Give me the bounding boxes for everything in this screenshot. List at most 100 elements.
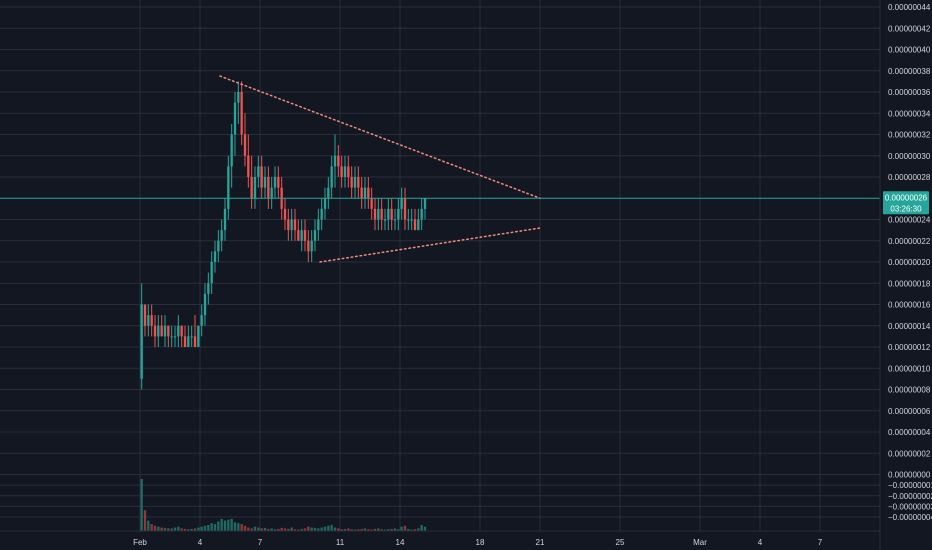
- volume-bar: [350, 529, 353, 531]
- volume-bar: [187, 529, 190, 531]
- price-badge-background: [883, 191, 929, 215]
- volume-bar: [370, 529, 373, 531]
- candle-body: [367, 187, 370, 199]
- volume-bar: [360, 528, 363, 531]
- time-tick-label: 25: [616, 538, 625, 547]
- volume-bar: [260, 528, 263, 531]
- candle-body: [270, 187, 273, 199]
- volume-bar: [147, 520, 150, 531]
- volume-bar: [343, 528, 347, 531]
- candle-body: [407, 219, 410, 221]
- candle-body: [140, 304, 143, 379]
- candle-body: [173, 336, 177, 338]
- trendline: [319, 227, 541, 263]
- candle-body: [193, 336, 197, 347]
- candle-body: [160, 325, 163, 337]
- price-tick-label: 0.00000024: [888, 216, 931, 225]
- price-tick-label: 0.00000002: [888, 449, 931, 458]
- candle-body: [167, 325, 170, 337]
- candle-body: [230, 134, 233, 167]
- volume-bar: [180, 528, 183, 531]
- time-tick-label: 7: [818, 538, 823, 547]
- volume-bar: [183, 528, 187, 531]
- candle-body: [250, 177, 253, 199]
- candle-body: [147, 315, 150, 326]
- candle-body: [420, 208, 423, 220]
- candle-body: [277, 177, 280, 188]
- volume-bar: [310, 527, 313, 531]
- price-tick-label: 0.00000042: [888, 24, 931, 33]
- volume-bar: [337, 528, 340, 531]
- candle-body: [217, 240, 220, 252]
- volume-bar: [283, 528, 287, 531]
- price-tick-label: −0.00000001: [888, 481, 932, 490]
- price-tick-label: −0.00000002: [888, 492, 932, 501]
- candle-body: [203, 293, 207, 316]
- time-tick-label: 11: [336, 538, 345, 547]
- volume-bar: [320, 527, 323, 531]
- candle-body: [413, 219, 417, 231]
- volume-bar: [330, 524, 333, 531]
- candle-body: [410, 219, 413, 221]
- volume-bar: [197, 527, 200, 531]
- candle-body: [377, 208, 380, 220]
- volume-bar: [400, 526, 403, 531]
- volume-bar: [317, 528, 320, 531]
- volume-bar: [353, 529, 357, 531]
- candle-body: [150, 315, 153, 326]
- volume-bar: [313, 527, 317, 531]
- time-tick-label: 18: [476, 538, 485, 547]
- volume-bar: [410, 529, 413, 531]
- price-axis[interactable]: 0.00000044 0.00000042 0.00000040 0.00000038…: [888, 3, 932, 522]
- volume-bar: [240, 524, 243, 531]
- volume-bar: [383, 529, 387, 531]
- volume-bar: [217, 521, 220, 531]
- volume-bar: [173, 527, 177, 531]
- volume-bar: [323, 526, 327, 531]
- volume-bar: [393, 528, 397, 531]
- candle-body: [313, 230, 317, 241]
- candle-body: [317, 219, 320, 231]
- volume-bar: [167, 528, 170, 531]
- trendline: [219, 75, 541, 199]
- candle-body: [397, 208, 400, 220]
- volume-bar: [367, 529, 370, 531]
- candle-body: [290, 219, 293, 231]
- volume-bar: [280, 527, 283, 531]
- candle-body: [273, 177, 277, 188]
- time-axis[interactable]: Feb 4 7 11 14 18 21 25 Mar 4 7: [133, 538, 823, 547]
- candle-body: [197, 325, 200, 347]
- candle-body: [220, 230, 223, 241]
- volume-bar: [227, 519, 230, 531]
- volume-bar: [157, 526, 160, 531]
- price-tick-label: −0.00000003: [888, 502, 932, 511]
- volume-bar: [190, 528, 193, 531]
- volume-bar: [390, 528, 393, 531]
- time-tick-label: 21: [536, 538, 545, 547]
- price-tick-label: 0.00000034: [888, 109, 931, 118]
- candle-body: [383, 219, 387, 221]
- candle-body: [210, 262, 213, 284]
- candle-body: [177, 325, 180, 337]
- volume-bar: [293, 529, 297, 531]
- candle-body: [340, 166, 343, 177]
- candle-body: [283, 208, 287, 220]
- volume-bar: [247, 527, 250, 531]
- volume-bar: [423, 526, 427, 531]
- price-tick-label: 0.00000004: [888, 428, 931, 437]
- volume-bar: [160, 527, 163, 531]
- candle-body: [400, 198, 403, 209]
- candle-body: [297, 230, 300, 241]
- candle-body: [350, 177, 353, 188]
- candle-body: [360, 187, 363, 199]
- candle-body: [327, 187, 330, 199]
- current-price-badge: 0.00000026 03:26:30: [883, 191, 929, 215]
- volume-bar: [307, 526, 310, 531]
- candle-body: [223, 208, 227, 231]
- candle-body: [320, 208, 323, 220]
- volume-bar: [340, 529, 343, 531]
- price-tick-label: 0.00000038: [888, 67, 931, 76]
- candle-body: [307, 240, 310, 252]
- candle-body: [300, 230, 303, 241]
